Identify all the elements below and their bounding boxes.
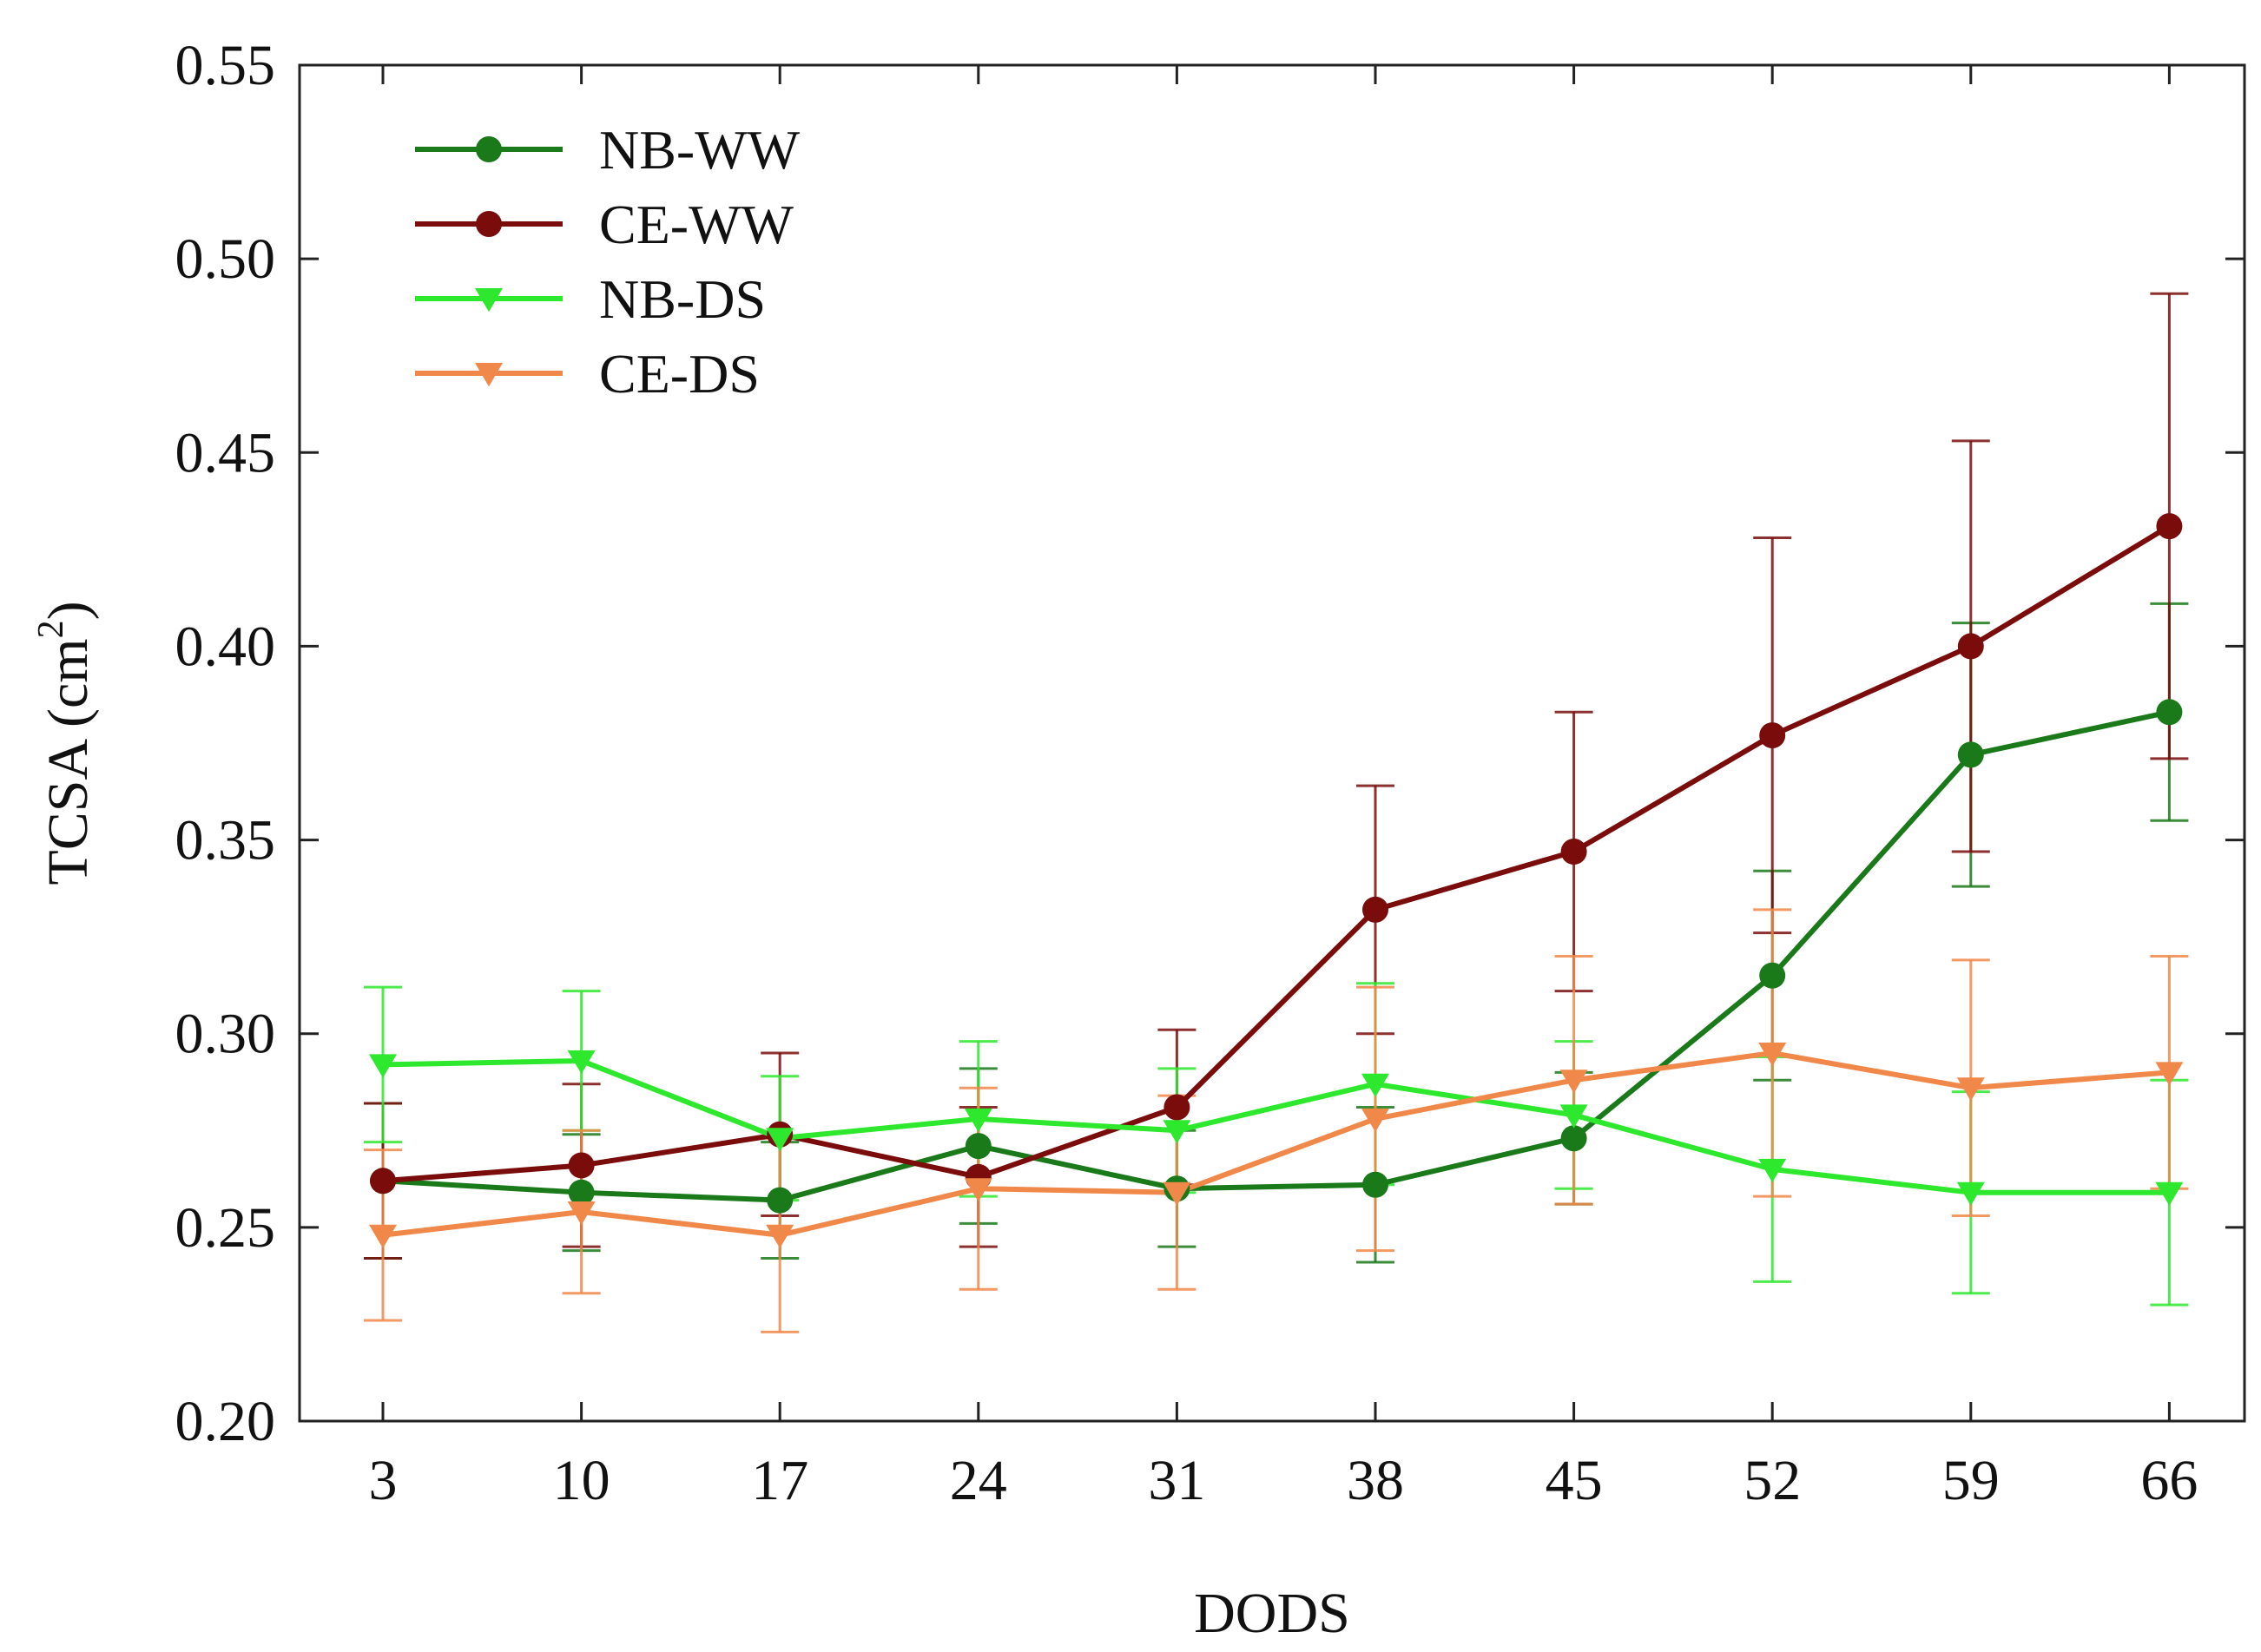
data-point-ce-ds: [1361, 1108, 1389, 1133]
x-tick-label: 59: [1942, 1449, 2000, 1512]
data-point-nb-ds: [1956, 1181, 1985, 1206]
data-point-ce-ds: [567, 1201, 596, 1226]
data-point-nb-ds: [567, 1050, 596, 1075]
legend-item-nb-ds: NB-DS: [415, 268, 766, 330]
legend-item-ce-ww: CE-WW: [415, 194, 794, 255]
data-point-nb-ds: [1361, 1073, 1389, 1097]
data-point-ce-ww: [370, 1168, 396, 1195]
y-axis-label: TCSA (cm2): [31, 601, 100, 885]
series-lines-layer: [382, 523, 2171, 1238]
legend-item-nb-ww: NB-WW: [415, 119, 801, 181]
legend-marker: [475, 363, 503, 387]
y-tick-label: 0.20: [175, 1390, 276, 1453]
data-point-ce-ww: [568, 1152, 595, 1179]
data-point-ce-ww: [1957, 633, 1984, 660]
x-tick-label: 38: [1347, 1449, 1404, 1512]
y-tick-label: 0.25: [175, 1196, 276, 1260]
legend-marker: [476, 211, 502, 237]
x-tick-label: 24: [950, 1449, 1007, 1512]
data-point-ce-ww: [1560, 838, 1587, 865]
legend-label: NB-DS: [599, 268, 766, 330]
y-tick-label: 0.35: [175, 809, 276, 872]
data-point-nb-ww: [1560, 1125, 1587, 1152]
y-tick-label: 0.30: [175, 1003, 276, 1066]
data-point-ce-ds: [369, 1224, 397, 1248]
x-axis-label: DODS: [1194, 1582, 1350, 1645]
y-tick-label: 0.45: [175, 421, 276, 484]
x-axis-ticks: 3 10 17 24 31 38 45 52 59 66: [369, 65, 2198, 1512]
data-point-ce-ds: [766, 1224, 794, 1248]
data-point-ce-ds: [1163, 1181, 1191, 1206]
data-point-ce-ww: [1163, 1094, 1190, 1121]
y-axis-label-superscript: 2: [31, 620, 71, 638]
data-point-nb-ww: [1957, 741, 1984, 768]
data-point-ce-ds: [1559, 1070, 1588, 1094]
legend-marker: [476, 136, 502, 162]
data-point-ce-ww: [1759, 722, 1786, 749]
legend-marker: [475, 288, 503, 313]
x-tick-label: 17: [751, 1449, 808, 1512]
series-line-ce-ww: [382, 523, 2171, 1184]
markers-layer: [369, 513, 2184, 1248]
data-point-nb-ds: [1758, 1158, 1787, 1183]
y-tick-label: 0.40: [175, 615, 276, 678]
x-tick-label: 3: [369, 1449, 398, 1512]
data-point-nb-ww: [767, 1187, 794, 1214]
y-axis-ticks: 0.20 0.25 0.30 0.35 0.40 0.45 0.50 0.55: [175, 34, 2245, 1453]
y-tick-label: 0.55: [175, 34, 276, 97]
x-tick-label: 31: [1148, 1449, 1205, 1512]
data-point-nb-ww: [1362, 1171, 1388, 1198]
legend-label: NB-WW: [599, 119, 801, 181]
data-point-nb-ww: [568, 1179, 595, 1206]
data-point-ce-ww: [1362, 896, 1388, 923]
legend: NB-WW CE-WW NB-DS CE-DS: [415, 119, 801, 405]
data-point-nb-ds: [1163, 1120, 1191, 1144]
data-point-ce-ww: [2156, 513, 2183, 540]
data-point-nb-ds: [964, 1108, 992, 1133]
legend-item-ce-ds: CE-DS: [415, 343, 760, 405]
data-point-nb-ds: [2155, 1181, 2184, 1206]
plot-frame: [298, 63, 2246, 1423]
x-tick-label: 10: [553, 1449, 610, 1512]
data-point-nb-ww: [1759, 962, 1786, 989]
x-tick-label: 52: [1744, 1449, 1801, 1512]
data-point-nb-ds: [766, 1128, 794, 1152]
series-line-nb-ds: [382, 1057, 2170, 1195]
data-point-nb-ww: [965, 1133, 992, 1160]
series-line-nb-ww: [382, 709, 2171, 1203]
data-point-ce-ds: [2155, 1062, 2184, 1086]
x-tick-label: 66: [2140, 1449, 2198, 1512]
data-point-nb-ds: [369, 1054, 397, 1078]
data-point-ce-ds: [1758, 1043, 1787, 1067]
legend-label: CE-WW: [599, 194, 794, 255]
y-axis-label-main: TCSA (cm: [36, 638, 100, 885]
y-tick-label: 0.50: [175, 227, 276, 291]
y-axis-label-suffix: ): [36, 601, 100, 620]
data-point-ce-ds: [1956, 1077, 1985, 1102]
series-line-ce-ds: [382, 1050, 2170, 1238]
data-point-ce-ds: [964, 1178, 992, 1202]
legend-label: CE-DS: [599, 343, 760, 405]
data-point-nb-ds: [1559, 1104, 1588, 1129]
data-point-nb-ww: [2156, 699, 2183, 726]
x-tick-label: 45: [1546, 1449, 1603, 1512]
